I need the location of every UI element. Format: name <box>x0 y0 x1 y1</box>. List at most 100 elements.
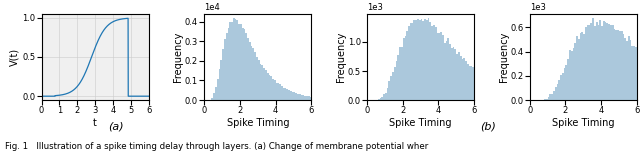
Bar <box>279 84 281 100</box>
Bar <box>403 38 404 100</box>
Bar <box>408 26 410 100</box>
Bar <box>617 30 619 100</box>
Bar <box>433 25 435 100</box>
Bar <box>580 33 582 100</box>
Bar <box>295 93 297 100</box>
Y-axis label: Frequency: Frequency <box>499 32 509 82</box>
Bar <box>565 65 567 100</box>
Bar <box>451 48 452 100</box>
Bar <box>460 56 461 100</box>
Bar <box>601 26 603 100</box>
Bar <box>564 68 565 100</box>
Bar <box>438 33 440 100</box>
Bar <box>286 89 288 100</box>
Bar <box>435 27 436 100</box>
Bar <box>603 21 605 100</box>
Bar <box>415 20 417 100</box>
Bar <box>413 20 415 100</box>
Bar <box>616 30 617 100</box>
Bar <box>458 52 460 100</box>
Bar <box>587 24 589 100</box>
Text: (a): (a) <box>108 121 124 131</box>
Bar <box>470 66 472 100</box>
X-axis label: Spike Timing: Spike Timing <box>389 118 452 128</box>
Y-axis label: Frequency: Frequency <box>173 32 184 82</box>
Bar <box>385 93 387 100</box>
Text: (b): (b) <box>480 121 496 131</box>
Bar <box>546 99 548 100</box>
Bar <box>605 22 607 100</box>
Bar <box>276 83 278 100</box>
Bar <box>548 97 549 100</box>
Bar <box>396 61 397 100</box>
Bar <box>308 96 310 100</box>
Bar <box>272 79 274 100</box>
Bar <box>406 31 408 100</box>
Bar <box>227 28 229 100</box>
Bar <box>254 52 256 100</box>
Bar <box>551 94 553 100</box>
Bar <box>258 60 260 100</box>
Bar <box>598 25 599 100</box>
Bar <box>576 36 578 100</box>
Bar <box>592 18 594 100</box>
Bar <box>426 20 428 100</box>
Bar <box>635 47 637 100</box>
Bar <box>394 67 396 100</box>
Bar <box>270 76 272 100</box>
Bar <box>249 42 251 100</box>
Bar <box>265 70 267 100</box>
Bar <box>461 59 463 100</box>
Bar <box>392 72 394 100</box>
Bar <box>261 65 263 100</box>
Bar <box>630 40 632 100</box>
Bar <box>297 94 299 100</box>
Bar <box>263 68 265 100</box>
Bar <box>424 19 426 100</box>
Bar <box>596 22 598 100</box>
Bar <box>222 49 224 100</box>
Bar <box>472 67 474 100</box>
Bar <box>213 93 215 100</box>
Bar <box>422 20 424 100</box>
Bar <box>404 36 406 100</box>
Bar <box>233 18 235 100</box>
Bar <box>465 61 467 100</box>
Bar <box>463 59 465 100</box>
Bar <box>445 41 447 100</box>
X-axis label: t: t <box>93 118 97 128</box>
Bar <box>378 99 380 100</box>
Bar <box>608 24 610 100</box>
Bar <box>260 64 261 100</box>
Bar <box>290 91 292 100</box>
Bar <box>436 33 438 100</box>
Bar <box>571 51 573 100</box>
X-axis label: Spike Timing: Spike Timing <box>227 118 289 128</box>
Bar <box>417 19 419 100</box>
Bar <box>467 64 468 100</box>
Bar <box>285 88 286 100</box>
Bar <box>612 24 614 100</box>
Bar <box>560 75 562 100</box>
Bar <box>304 96 306 100</box>
Bar <box>589 25 591 100</box>
Bar <box>610 25 612 100</box>
Bar <box>562 73 564 100</box>
Bar <box>211 98 213 100</box>
Bar <box>390 76 392 100</box>
Bar <box>419 20 420 100</box>
Bar <box>431 26 433 100</box>
Bar <box>267 73 269 100</box>
Bar <box>274 79 276 100</box>
Bar <box>549 94 551 100</box>
Bar <box>468 66 470 100</box>
Bar <box>624 38 626 100</box>
Bar <box>573 49 574 100</box>
Bar <box>619 31 621 100</box>
Bar <box>449 44 451 100</box>
Bar <box>283 88 285 100</box>
Bar <box>281 86 283 100</box>
Bar <box>574 43 576 100</box>
Bar <box>224 39 226 100</box>
Bar <box>383 94 385 100</box>
